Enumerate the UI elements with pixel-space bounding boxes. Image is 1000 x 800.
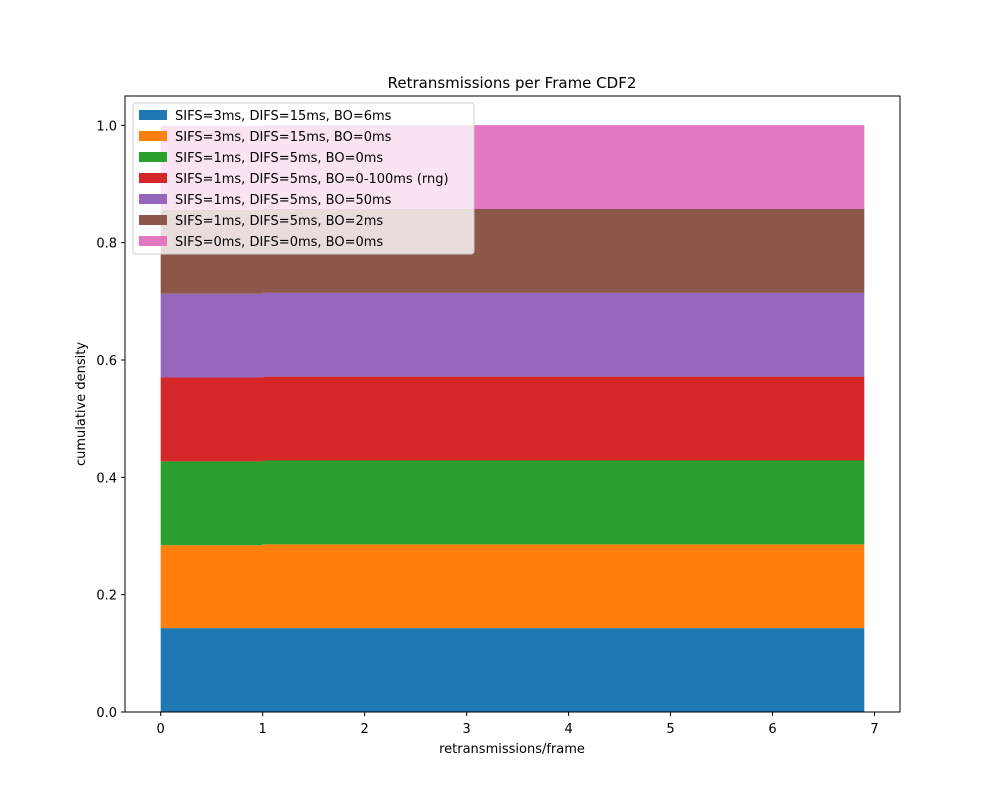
y-axis-ticks: 0.0 0.2 0.4 0.6 0.8 1.0 — [96, 119, 125, 721]
legend-label: SIFS=3ms, DIFS=15ms, BO=0ms — [175, 130, 392, 145]
x-tick-label: 4 — [564, 722, 572, 737]
legend-swatch — [139, 131, 167, 141]
legend-swatch — [139, 152, 167, 162]
x-tick-label: 2 — [360, 722, 368, 737]
plot-frame — [124, 95, 901, 713]
legend-label: SIFS=1ms, DIFS=5ms, BO=2ms — [175, 214, 383, 229]
area-series-5 — [160, 292, 865, 378]
y-tick-label: 0.6 — [96, 354, 117, 369]
y-tick-label: 0.8 — [96, 237, 117, 252]
legend-swatch — [139, 194, 167, 204]
legend-swatch — [139, 236, 167, 246]
x-axis-ticks: 0 1 2 3 4 5 6 7 — [157, 712, 879, 737]
chart-title: Retransmissions per Frame CDF2 — [388, 74, 637, 92]
x-tick-label: 6 — [768, 722, 776, 737]
y-tick-label: 0.2 — [96, 589, 117, 604]
x-tick-label: 0 — [157, 722, 165, 737]
x-tick-label: 1 — [259, 722, 267, 737]
legend-swatch — [139, 215, 167, 225]
y-tick-label: 0.0 — [96, 706, 117, 721]
legend: SIFS=3ms, DIFS=15ms, BO=6ms SIFS=3ms, DIF… — [132, 102, 475, 255]
x-axis-label: retransmissions/frame — [439, 742, 585, 757]
area-series-1 — [160, 628, 865, 712]
y-tick-label: 0.4 — [96, 471, 117, 486]
legend-label: SIFS=0ms, DIFS=0ms, BO=0ms — [175, 235, 383, 250]
area-series-3 — [160, 460, 865, 546]
legend-label: SIFS=1ms, DIFS=5ms, BO=0-100ms (rng) — [175, 172, 449, 187]
legend-label: SIFS=3ms, DIFS=15ms, BO=6ms — [175, 109, 392, 124]
legend-label: SIFS=1ms, DIFS=5ms, BO=50ms — [175, 193, 392, 208]
area-series-4 — [160, 376, 865, 462]
legend-box — [132, 102, 475, 255]
x-tick-label: 7 — [870, 722, 878, 737]
area-series-2 — [160, 544, 865, 629]
x-tick-label: 3 — [462, 722, 470, 737]
legend-swatch — [139, 173, 167, 183]
x-tick-label: 5 — [666, 722, 674, 737]
y-axis-label: cumulative density — [74, 342, 89, 466]
y-tick-label: 1.0 — [96, 119, 117, 134]
legend-label: SIFS=1ms, DIFS=5ms, BO=0ms — [175, 151, 383, 166]
legend-swatch — [139, 110, 167, 120]
